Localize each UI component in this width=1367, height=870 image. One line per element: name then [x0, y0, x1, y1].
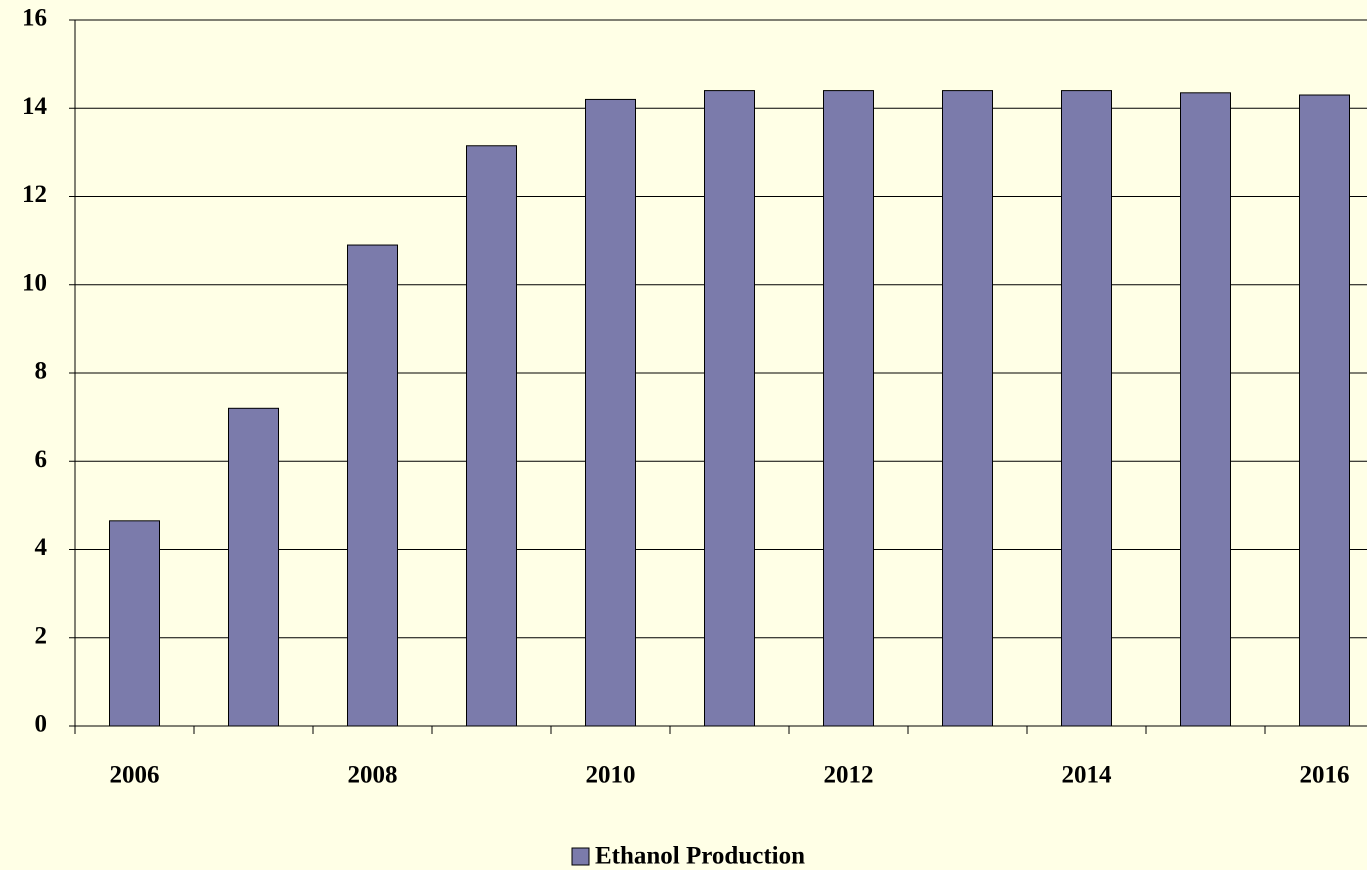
- bar: [466, 145, 517, 727]
- x-tick-label: 2008: [348, 762, 398, 789]
- bar: [228, 407, 279, 727]
- bar: [1180, 92, 1231, 727]
- y-tick-label: 14: [22, 93, 48, 120]
- x-tick-label: 2014: [1062, 762, 1113, 789]
- y-tick-label: 4: [35, 534, 48, 561]
- bar: [704, 90, 755, 727]
- x-tick-label: 2012: [824, 762, 874, 789]
- x-tick-label: 2006: [110, 762, 160, 789]
- y-tick-label: 0: [35, 711, 48, 738]
- y-tick-label: 10: [22, 269, 47, 296]
- y-tick-label: 6: [35, 446, 48, 473]
- bar: [1299, 94, 1350, 727]
- legend-label: Ethanol Production: [595, 843, 805, 870]
- x-tick-label: 2016: [1300, 762, 1350, 789]
- bar: [109, 520, 160, 727]
- bar: [347, 244, 398, 727]
- bar: [585, 98, 636, 727]
- y-tick-label: 16: [22, 5, 47, 32]
- y-tick-label: 8: [35, 358, 48, 385]
- y-tick-label: 2: [35, 622, 48, 649]
- legend-swatch: [571, 847, 590, 866]
- y-tick-label: 12: [22, 181, 47, 208]
- x-tick-label: 2010: [586, 762, 636, 789]
- bar: [1061, 90, 1112, 727]
- bar: [942, 90, 993, 727]
- bar: [823, 90, 874, 727]
